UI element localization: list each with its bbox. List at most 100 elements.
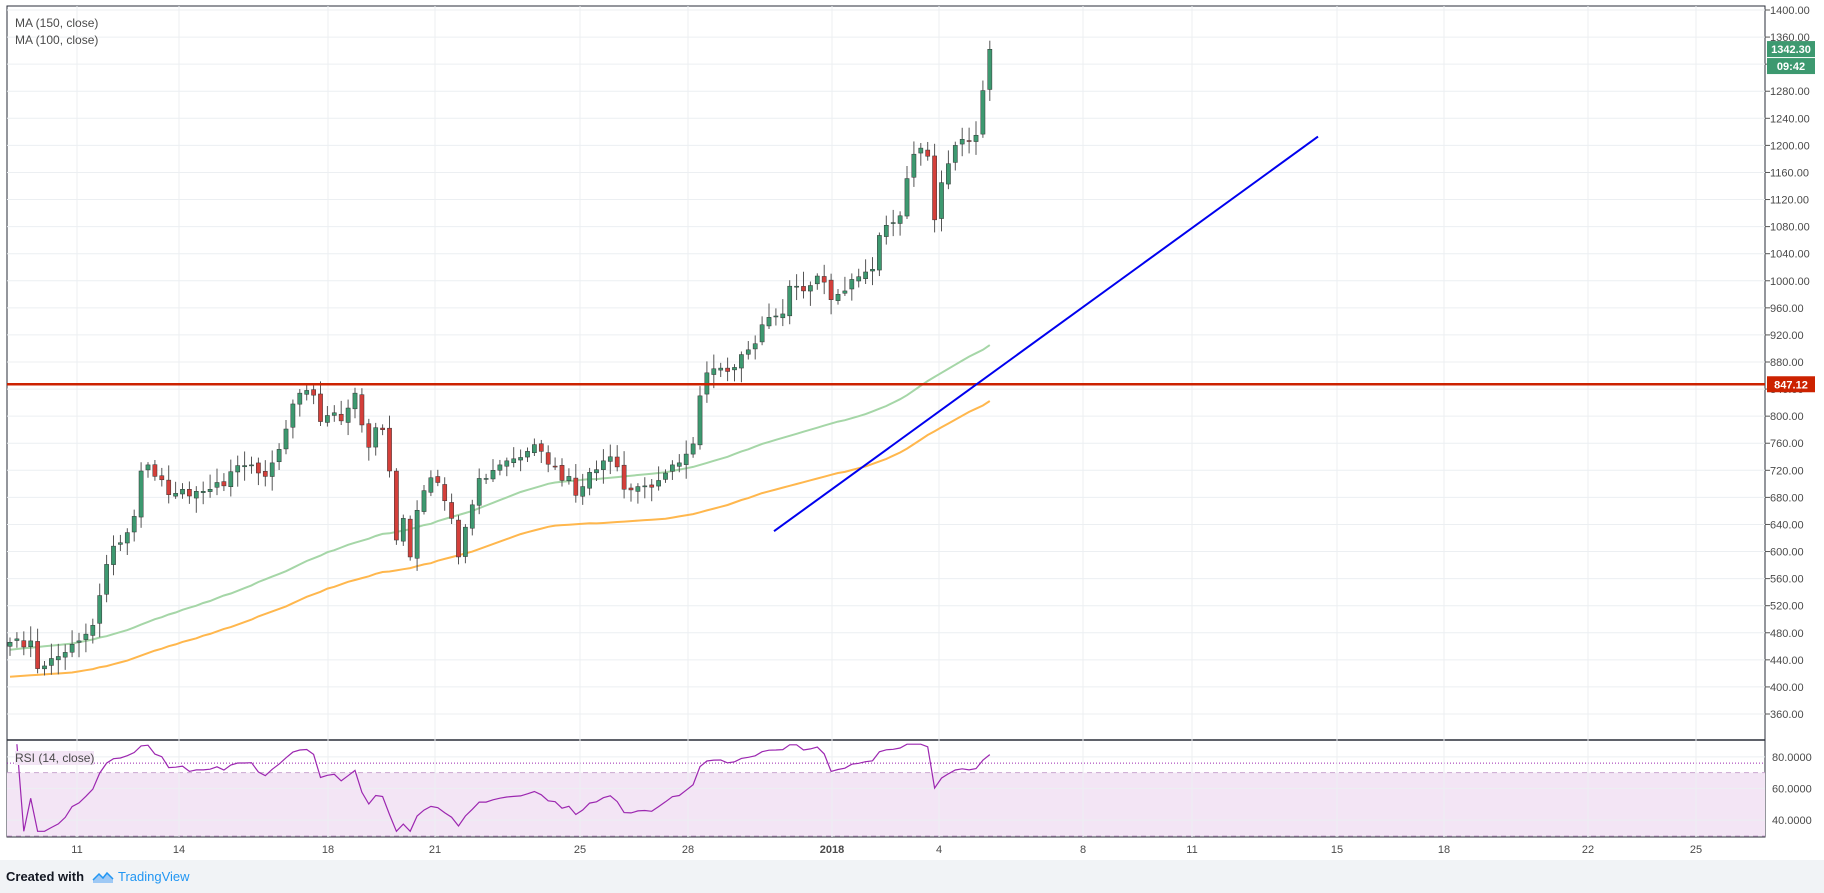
candle-up: [580, 486, 586, 497]
candle-up: [973, 134, 979, 142]
price-chart[interactable]: 1400.001360.001320.001280.001240.001200.…: [0, 0, 1824, 860]
last-price-badge: 1342.30: [1771, 44, 1811, 56]
candle-down: [256, 462, 261, 474]
candle-up: [290, 403, 296, 428]
candle-up: [145, 464, 151, 471]
plot-frame: [6, 5, 1766, 838]
candle-up: [987, 49, 993, 90]
candle-down: [456, 519, 461, 558]
candle-up: [607, 456, 613, 462]
candle-up: [269, 462, 275, 477]
candle-up: [835, 294, 841, 301]
candle-up: [890, 222, 896, 224]
candle-up: [594, 469, 599, 474]
time-tick-label: 18: [1438, 844, 1450, 856]
candle-up: [863, 271, 868, 279]
candle-down: [187, 489, 192, 497]
ma150-legend: MA (150, close): [15, 16, 99, 30]
price-tick-label: 680.00: [1770, 492, 1804, 504]
trend-line: [773, 135, 1319, 533]
candle-up: [718, 367, 724, 371]
candle-down: [394, 470, 399, 541]
candle-up: [373, 427, 379, 448]
rsi-tick-label: 40.0000: [1772, 815, 1812, 827]
candle-down: [442, 484, 448, 502]
candle-up: [959, 139, 965, 145]
candle-up: [131, 516, 137, 533]
candle-up: [235, 465, 241, 473]
candle-up: [842, 290, 848, 294]
candle-down: [338, 413, 344, 422]
candle-up: [739, 354, 744, 369]
candle-up: [642, 485, 648, 488]
price-tick-label: 1120.00: [1770, 195, 1809, 207]
time-tick-label: 25: [574, 844, 586, 856]
candle-down: [725, 367, 730, 372]
candle-down: [614, 456, 620, 468]
time-tick-label: 4: [936, 844, 942, 856]
tradingview-logo-icon: [92, 871, 114, 883]
candle-down: [538, 443, 544, 452]
price-tick-label: 520.00: [1770, 601, 1804, 613]
ma150-line: [9, 344, 991, 651]
candle-up: [663, 472, 668, 480]
candle-up: [939, 182, 944, 219]
candle-down: [221, 481, 227, 487]
price-tick-label: 720.00: [1770, 465, 1804, 477]
candle-down: [435, 476, 441, 483]
price-tick-label: 880.00: [1770, 357, 1804, 369]
time-tick-label: 28: [682, 844, 694, 856]
candle-up: [276, 449, 282, 463]
time-tick-label: 14: [173, 844, 185, 856]
candle-down: [628, 487, 634, 491]
candle-up: [897, 215, 903, 224]
candle-up: [690, 443, 696, 455]
candle-up: [83, 633, 89, 640]
candle-up: [331, 412, 337, 416]
candle-down: [311, 389, 316, 396]
price-tick-label: 640.00: [1770, 519, 1804, 531]
rsi-tick-label: 60.0000: [1772, 784, 1812, 796]
candle-down: [545, 452, 551, 465]
price-tick-label: 1240.00: [1770, 113, 1810, 125]
candle-down: [159, 475, 165, 481]
candle-down: [262, 471, 268, 477]
candle-up: [124, 532, 130, 544]
candle-up: [242, 465, 247, 468]
candle-up: [90, 625, 96, 636]
time-tick-label: 11: [71, 844, 82, 856]
candle-up: [752, 343, 758, 350]
tradingview-link[interactable]: TradingView: [118, 869, 190, 884]
candle-down: [821, 276, 827, 283]
candle-up: [469, 504, 475, 529]
time-tick-label: 2018: [820, 844, 844, 856]
candle-up: [670, 464, 675, 472]
candle-up: [228, 471, 234, 487]
candle-up: [911, 153, 917, 178]
ma100-legend: MA (100, close): [15, 33, 99, 47]
candle-up: [904, 178, 910, 217]
candle-up: [138, 470, 144, 518]
candle-up: [511, 458, 517, 463]
price-tick-label: 440.00: [1770, 655, 1804, 667]
candle-down: [621, 464, 627, 490]
candle-up: [283, 428, 289, 450]
candle-up: [76, 640, 82, 643]
price-tick-label: 1000.00: [1770, 276, 1810, 288]
candle-up: [683, 453, 689, 465]
candle-up: [856, 276, 862, 282]
candle-up: [173, 493, 178, 497]
candle-up: [62, 652, 68, 658]
time-tick-label: 15: [1331, 844, 1343, 856]
candle-down: [552, 465, 558, 468]
candle-up: [883, 225, 889, 237]
price-tick-label: 360.00: [1770, 709, 1804, 721]
candle-up: [483, 478, 489, 480]
price-tick-label: 400.00: [1770, 682, 1804, 694]
candle-up: [200, 491, 206, 493]
candle-up: [566, 476, 572, 481]
candle-up: [504, 460, 510, 467]
candle-down: [35, 641, 40, 669]
candle-down: [380, 427, 385, 430]
